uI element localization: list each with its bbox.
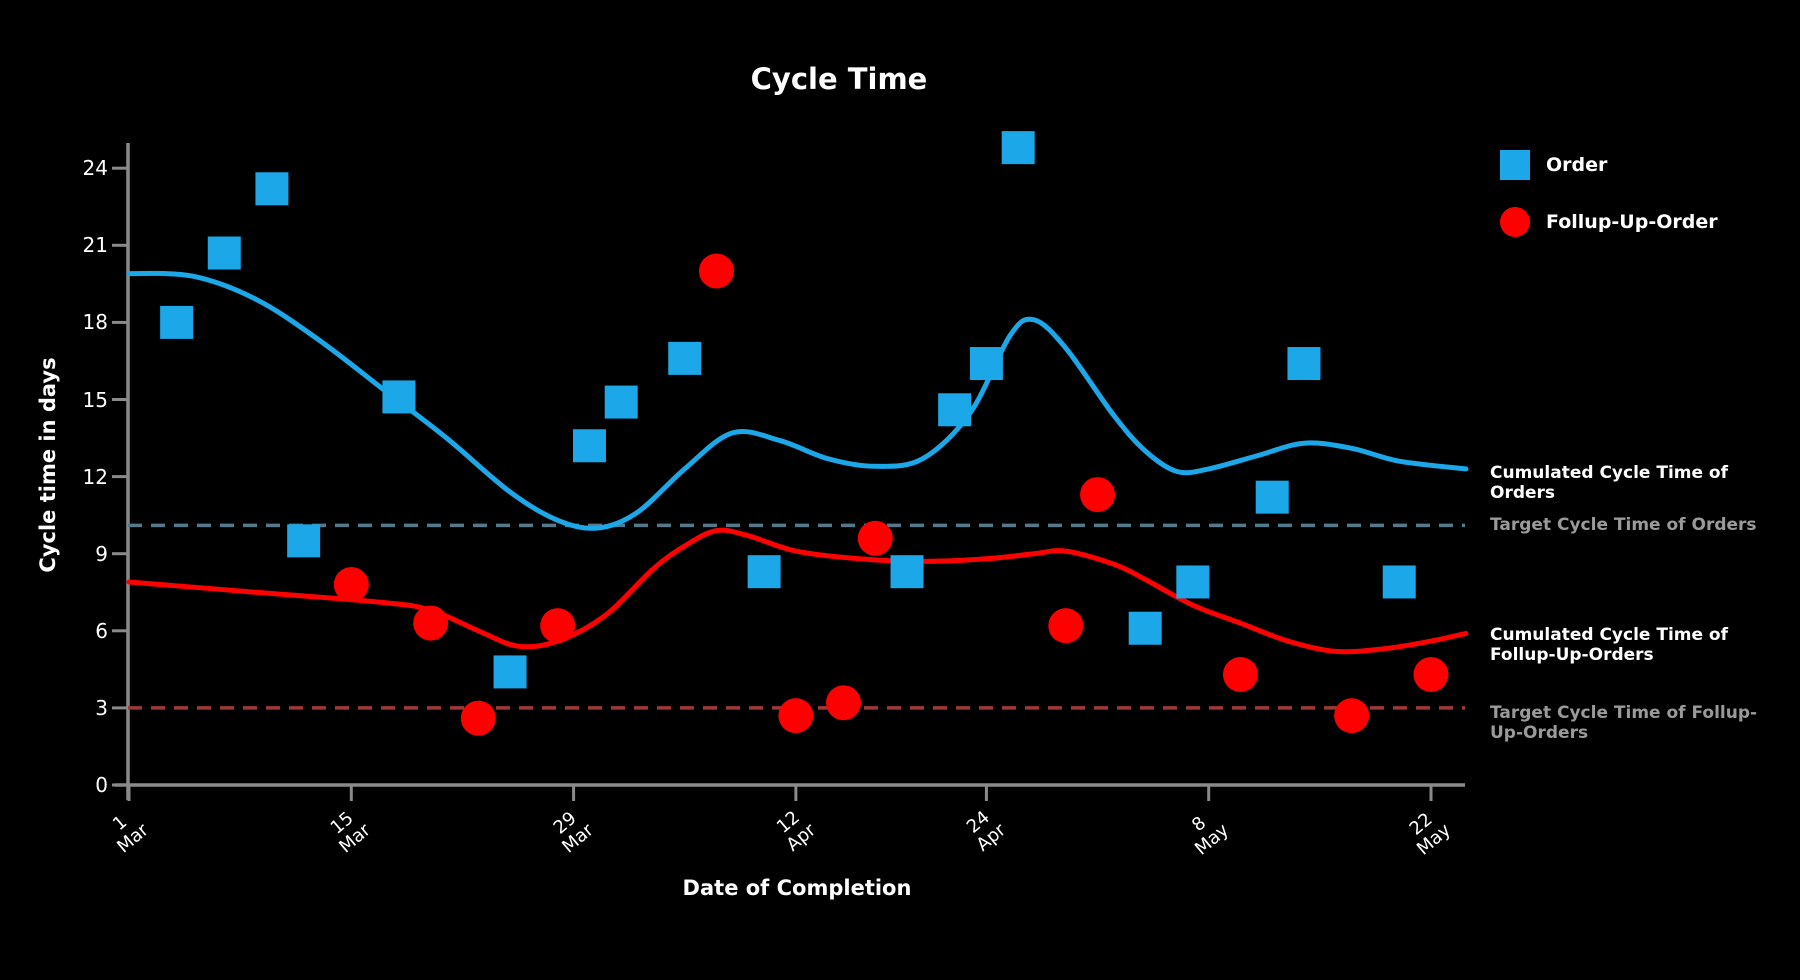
order-marker (572, 429, 606, 463)
order-marker (160, 305, 194, 339)
y-tick-label: 9 (95, 541, 108, 566)
order-marker (890, 555, 924, 589)
followup-marker (460, 700, 496, 736)
order-marker (969, 347, 1003, 381)
orders-curve (126, 270, 1469, 531)
order-marker (1287, 347, 1321, 381)
followup-marker (413, 605, 449, 641)
order-marker (287, 524, 321, 558)
followup-marker (698, 253, 734, 289)
followup-circle-icon (1500, 207, 1530, 237)
annotation-cumulated-orders: Cumulated Cycle Time of Orders (1490, 463, 1729, 503)
annotation-cumulated-followups: Cumulated Cycle Time of Follup-Up-Orders (1490, 625, 1729, 665)
followup-marker (1048, 608, 1084, 644)
y-tick-label: 6 (95, 618, 108, 643)
order-square-icon (1500, 150, 1530, 180)
order-marker (1382, 565, 1416, 599)
y-tick-label: 15 (82, 387, 108, 412)
followup-marker (857, 520, 893, 556)
order-marker (604, 385, 638, 419)
order-marker (1176, 565, 1210, 599)
followup-marker (333, 567, 369, 603)
y-tick-label: 24 (82, 156, 108, 181)
order-marker (255, 172, 289, 206)
followup-marker (778, 698, 814, 734)
y-tick-label: 21 (82, 233, 108, 258)
order-marker (207, 236, 241, 270)
followup-marker (1413, 656, 1449, 692)
legend-item-followup: Follup-Up-Order (1500, 207, 1718, 237)
y-tick-label: 3 (95, 695, 108, 720)
legend-label-order: Order (1546, 154, 1608, 176)
y-tick-label: 12 (82, 464, 108, 489)
order-marker (493, 655, 527, 689)
legend: Order Follup-Up-Order (1500, 150, 1718, 264)
legend-label-followup: Follup-Up-Order (1546, 211, 1718, 233)
followup-marker (826, 685, 862, 721)
order-marker (1255, 480, 1289, 514)
y-tick-label: 18 (82, 310, 108, 335)
order-marker (1128, 611, 1162, 645)
annotation-target-followups: Target Cycle Time of Follup-Up-Orders (1490, 703, 1758, 743)
followup-marker (1080, 477, 1116, 513)
order-marker (747, 555, 781, 589)
x-axis-title: Date of Completion (682, 876, 912, 900)
order-marker (668, 341, 702, 375)
followups-curve (126, 527, 1469, 655)
legend-item-order: Order (1500, 150, 1718, 180)
followup-marker (540, 608, 576, 644)
followup-marker (1334, 698, 1370, 734)
order-marker (938, 393, 972, 427)
y-tick-label: 0 (95, 773, 108, 797)
followup-marker (1222, 656, 1258, 692)
order-marker (382, 380, 416, 414)
order-marker (1001, 131, 1035, 165)
chart-title: Cycle Time (750, 62, 928, 96)
annotation-target-orders: Target Cycle Time of Orders (1490, 515, 1757, 535)
